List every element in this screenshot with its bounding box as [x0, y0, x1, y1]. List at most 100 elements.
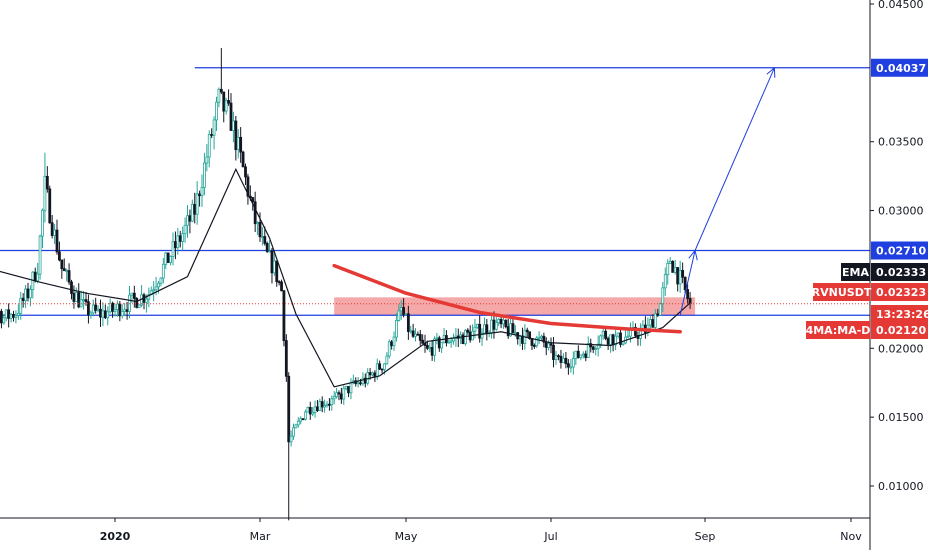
- candle-body: [406, 313, 410, 332]
- candle: [581, 351, 585, 359]
- candle-body: [284, 340, 288, 377]
- candle: [152, 281, 156, 302]
- ema-name-tag-bg: [841, 263, 870, 281]
- candle: [183, 217, 187, 243]
- candle-body: [268, 250, 271, 253]
- candle: [559, 349, 563, 369]
- projection-arrows[interactable]: [679, 66, 776, 316]
- candle-body: [606, 338, 610, 345]
- candle: [390, 340, 394, 350]
- candle: [363, 373, 367, 388]
- candle: [79, 290, 83, 308]
- candle-body: [375, 363, 379, 378]
- candle-body: [118, 303, 122, 317]
- candle: [344, 386, 348, 391]
- projection-arrow-0[interactable]: [679, 250, 696, 316]
- candle-body: [200, 187, 204, 197]
- candle-body: [421, 339, 425, 344]
- candle-body: [430, 347, 434, 356]
- candle: [471, 324, 474, 341]
- candle: [611, 333, 615, 352]
- candle: [525, 327, 529, 338]
- candle: [224, 97, 228, 115]
- candle: [101, 302, 105, 327]
- candle: [466, 328, 470, 335]
- candle-body: [224, 100, 228, 112]
- candle: [159, 277, 163, 287]
- candle: [190, 199, 194, 223]
- candle-body: [651, 319, 655, 328]
- ma-polyline: [332, 263, 682, 334]
- candle: [113, 303, 117, 317]
- projection-arrow-1[interactable]: [694, 67, 775, 251]
- candle: [651, 314, 655, 328]
- candle: [636, 331, 640, 346]
- candle-body: [671, 260, 675, 273]
- candle-body: [626, 335, 630, 338]
- candle-body: [215, 101, 218, 121]
- candle-body: [483, 324, 486, 334]
- candle: [111, 301, 114, 318]
- ma-tag: 0.02120: [871, 321, 928, 339]
- candle: [62, 258, 66, 272]
- candle-body: [402, 307, 406, 315]
- candle-body: [21, 297, 25, 302]
- symbol-name-tag-bg: [813, 283, 870, 301]
- candle: [241, 150, 245, 168]
- candle-body: [212, 119, 216, 136]
- candle: [574, 350, 578, 365]
- candle: [135, 297, 139, 309]
- horizontal-levels[interactable]: [0, 67, 870, 316]
- candle-body: [50, 222, 54, 236]
- candle: [116, 300, 119, 317]
- candle: [132, 285, 136, 308]
- candle-body: [227, 100, 230, 104]
- candle: [554, 350, 558, 365]
- candle: [45, 166, 49, 193]
- candle: [212, 116, 216, 150]
- candle: [169, 255, 172, 266]
- candle: [366, 368, 370, 386]
- candle: [108, 298, 112, 314]
- candle: [564, 352, 568, 369]
- candle-body: [106, 311, 110, 319]
- candle-body: [323, 405, 327, 408]
- candle: [142, 292, 146, 310]
- candle-body: [547, 343, 551, 348]
- candle: [468, 325, 472, 343]
- candle: [537, 331, 541, 345]
- candle: [227, 89, 230, 106]
- candle-body: [599, 335, 603, 345]
- candle: [222, 91, 226, 123]
- candle: [428, 342, 432, 353]
- candle: [332, 390, 336, 405]
- candle-body: [663, 274, 667, 289]
- candle: [330, 395, 334, 411]
- candle: [511, 318, 515, 334]
- candle: [207, 130, 211, 168]
- candle: [668, 257, 672, 264]
- candle-body: [229, 102, 233, 131]
- support-zone-rect: [334, 297, 696, 316]
- candle: [586, 336, 590, 359]
- level-tag-0-value: 0.04037: [876, 62, 926, 75]
- candle-body: [174, 241, 177, 249]
- candle-body: [210, 134, 214, 136]
- ema-name-tag: EMA: [841, 263, 870, 281]
- candle: [425, 340, 429, 351]
- candle-body: [12, 314, 15, 318]
- candle-body: [195, 193, 199, 215]
- candle: [464, 329, 467, 346]
- candle-body: [511, 323, 515, 334]
- candle-body: [478, 323, 482, 339]
- candle-body: [666, 263, 670, 276]
- candle: [318, 398, 322, 411]
- candle: [7, 303, 11, 328]
- candle: [490, 313, 493, 339]
- candle: [604, 327, 608, 341]
- candle-body: [234, 120, 238, 150]
- candle-body: [111, 302, 114, 312]
- candle: [447, 339, 451, 344]
- candle-body: [399, 307, 403, 312]
